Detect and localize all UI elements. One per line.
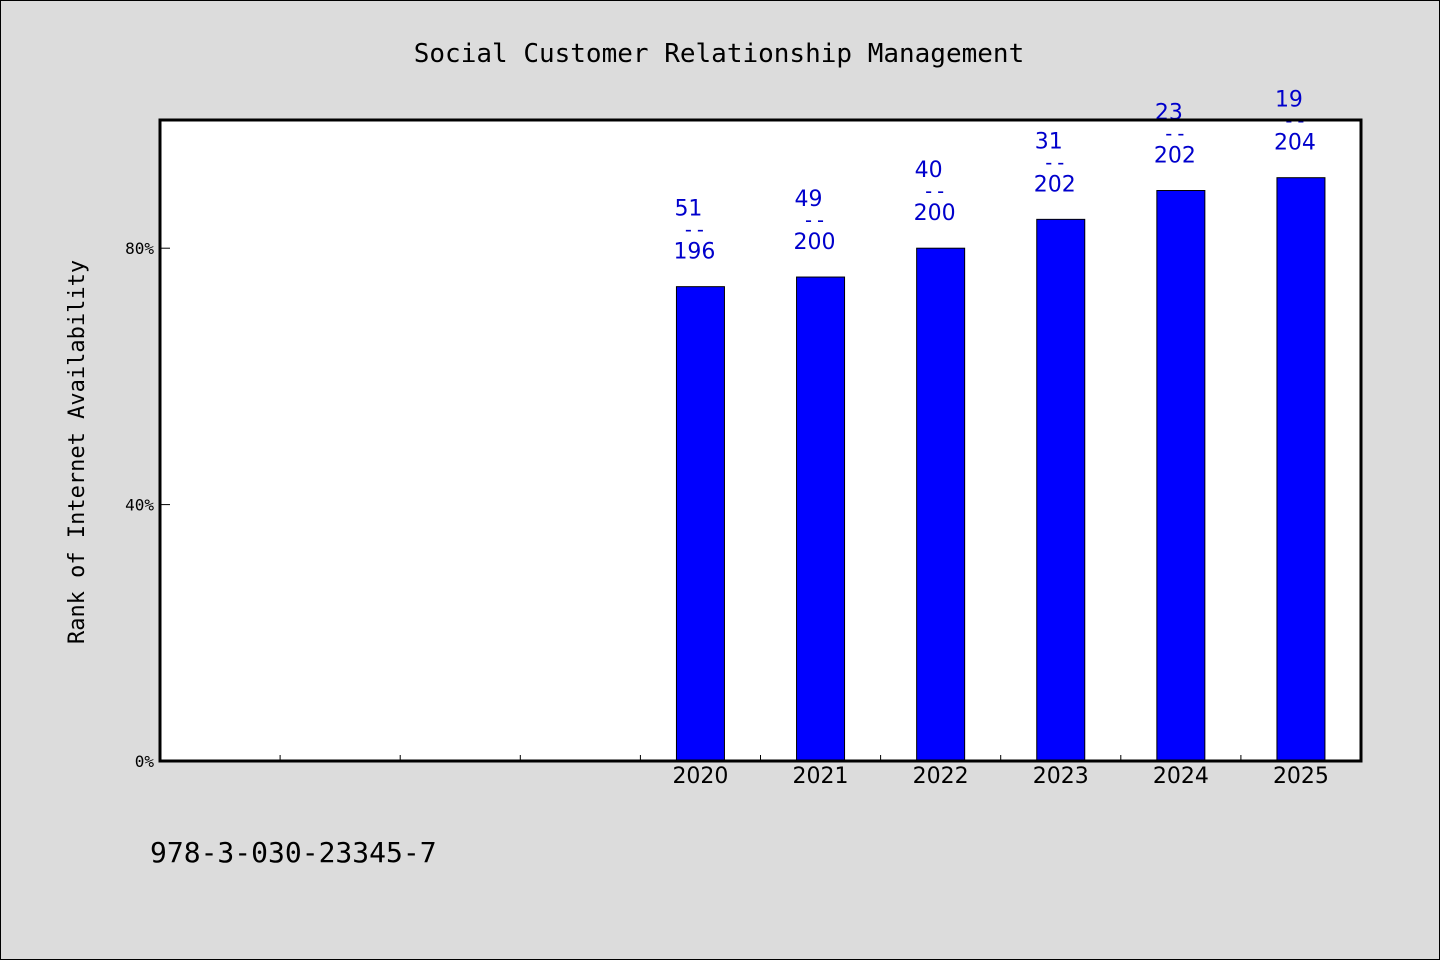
chart-title: Social Customer Relationship Management [414, 39, 1024, 69]
y-axis-label: Rank of Internet Availability [65, 260, 90, 644]
bar [916, 247, 966, 762]
bar-label-rank: 51 [674, 197, 702, 222]
bar-label-rank: 19 [1275, 88, 1303, 113]
bar-label-separator: -- [803, 208, 827, 232]
bars-group [675, 177, 1326, 762]
x-tick-label: 2020 [672, 764, 728, 789]
bar-label-separator: -- [1163, 122, 1187, 146]
bar-label-separator: -- [923, 179, 947, 203]
bar [1156, 190, 1206, 762]
bar-label-rank: 23 [1155, 101, 1183, 126]
x-tick-label: 2021 [793, 764, 849, 789]
y-tick-label: 80% [125, 239, 154, 258]
bar-label-rank: 31 [1035, 129, 1063, 154]
bar-label-total: 196 [673, 240, 715, 265]
bar-label-total: 202 [1034, 172, 1076, 197]
bar [1276, 177, 1326, 762]
bar-label-separator: -- [1043, 150, 1067, 174]
isbn-footer: 978-3-030-23345-7 [150, 836, 437, 869]
bar-label-separator: -- [682, 218, 706, 242]
bar [1036, 218, 1086, 762]
x-tick-label: 2022 [913, 764, 969, 789]
x-axis: 2020 2021 2022 2023 2024 2025 [279, 755, 1329, 789]
bar-label-total: 200 [914, 201, 956, 226]
y-tick-label: 0% [135, 752, 155, 771]
y-tick-label: 40% [125, 496, 154, 515]
bar-label-rank: 49 [795, 187, 823, 212]
x-tick-label: 2024 [1153, 764, 1209, 789]
y-axis: 0% 40% 80% [125, 239, 170, 771]
bar-label-total: 200 [794, 230, 836, 255]
bar-label-total: 204 [1274, 131, 1316, 156]
x-tick-label: 2025 [1273, 764, 1329, 789]
bar-label-total: 202 [1154, 144, 1196, 169]
bar [796, 276, 846, 762]
x-tick-label: 2023 [1033, 764, 1089, 789]
bar-label-rank: 40 [915, 158, 943, 183]
bar [675, 286, 725, 762]
bar-labels-group: 196--51200--49200--40202--31202--23204--… [673, 88, 1315, 265]
